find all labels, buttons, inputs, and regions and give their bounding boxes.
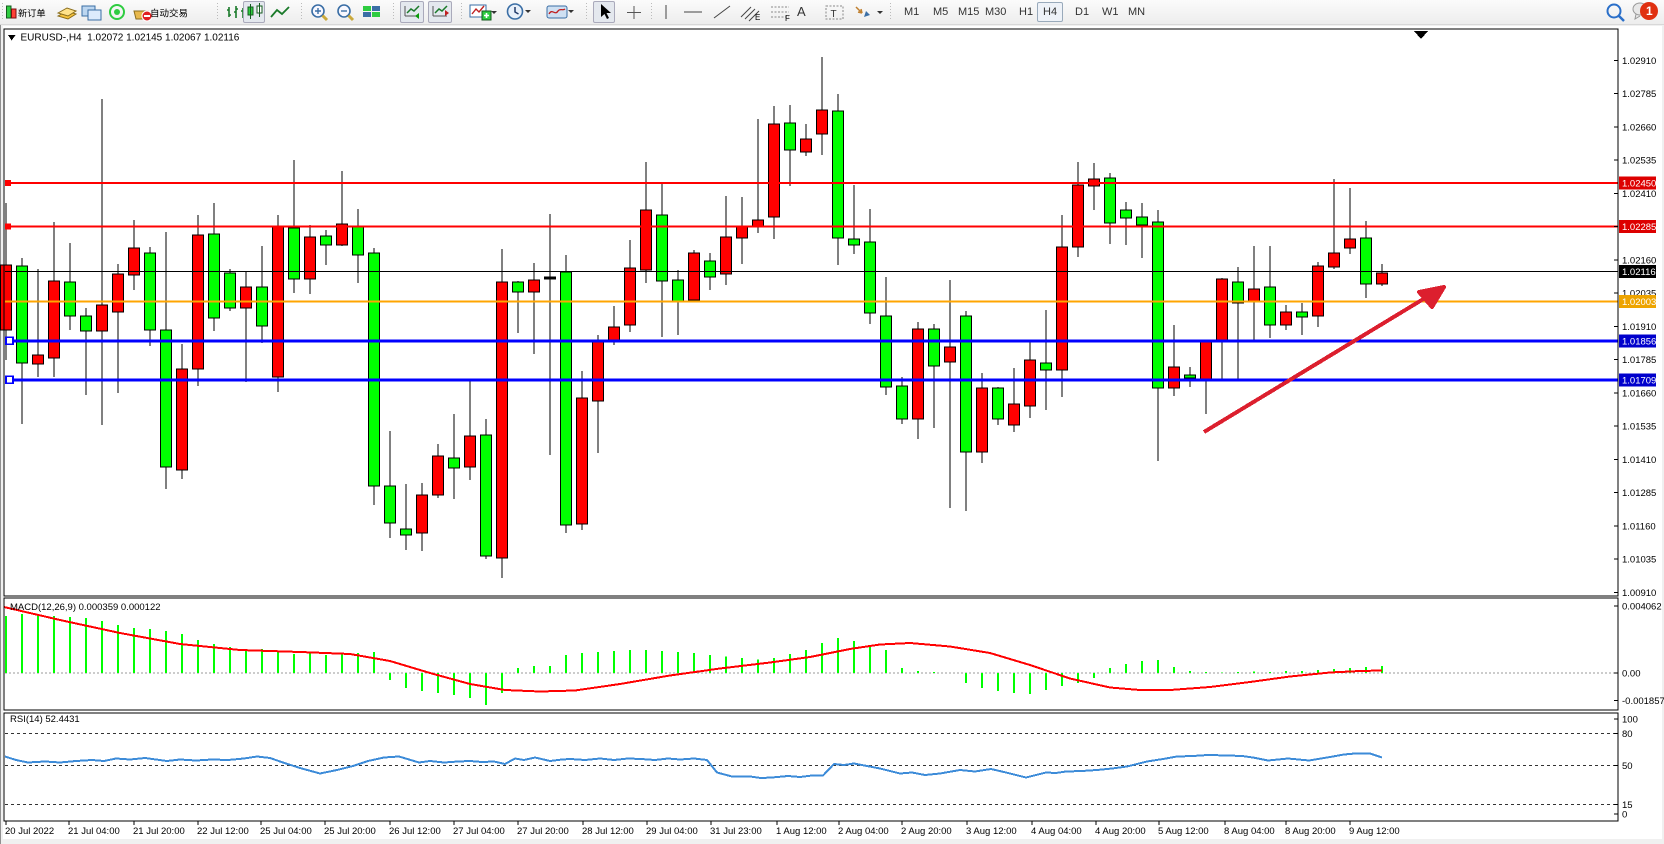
- svg-text:0.004062: 0.004062: [1622, 602, 1662, 613]
- svg-text:100: 100: [1622, 715, 1638, 726]
- svg-text:4 Aug 04:00: 4 Aug 04:00: [1031, 826, 1082, 837]
- svg-text:21 Jul 04:00: 21 Jul 04:00: [68, 826, 120, 837]
- svg-text:1.01856: 1.01856: [1622, 336, 1656, 347]
- svg-text:1: 1: [1646, 4, 1653, 18]
- svg-text:1.02910: 1.02910: [1622, 56, 1656, 67]
- svg-text:1.01709: 1.01709: [1622, 375, 1656, 386]
- svg-text:8 Aug 20:00: 8 Aug 20:00: [1285, 826, 1336, 837]
- svg-text:1.02160: 1.02160: [1622, 255, 1656, 266]
- svg-text:31 Jul 23:00: 31 Jul 23:00: [710, 826, 762, 837]
- svg-text:0: 0: [1622, 810, 1627, 821]
- svg-text:1 Aug 12:00: 1 Aug 12:00: [776, 826, 827, 837]
- svg-text:28 Jul 12:00: 28 Jul 12:00: [582, 826, 634, 837]
- svg-text:1.01660: 1.01660: [1622, 388, 1656, 399]
- svg-text:-0.001857: -0.001857: [1622, 696, 1664, 707]
- svg-text:1.01410: 1.01410: [1622, 455, 1656, 466]
- svg-text:1.02660: 1.02660: [1622, 122, 1656, 133]
- svg-text:E: E: [755, 13, 760, 22]
- svg-text:21 Jul 20:00: 21 Jul 20:00: [133, 826, 185, 837]
- svg-text:1.01285: 1.01285: [1622, 488, 1656, 499]
- svg-text:0.00: 0.00: [1622, 669, 1641, 680]
- svg-text:1.02535: 1.02535: [1622, 156, 1656, 167]
- svg-text:8 Aug 04:00: 8 Aug 04:00: [1224, 826, 1275, 837]
- svg-text:25 Jul 04:00: 25 Jul 04:00: [260, 826, 312, 837]
- svg-text:1.02003: 1.02003: [1622, 297, 1656, 308]
- svg-text:1.02785: 1.02785: [1622, 89, 1656, 100]
- svg-text:2 Aug 20:00: 2 Aug 20:00: [901, 826, 952, 837]
- svg-text:27 Jul 04:00: 27 Jul 04:00: [453, 826, 505, 837]
- svg-text:1.02410: 1.02410: [1622, 189, 1656, 200]
- svg-text:F: F: [785, 14, 790, 22]
- svg-text:29 Jul 04:00: 29 Jul 04:00: [646, 826, 698, 837]
- svg-text:MACD(12,26,9) 0.000359 0.00012: MACD(12,26,9) 0.000359 0.000122: [10, 602, 161, 613]
- svg-text:1.01910: 1.01910: [1622, 322, 1656, 333]
- svg-text:1.02116: 1.02116: [1622, 267, 1656, 278]
- svg-text:1.02450: 1.02450: [1622, 178, 1656, 189]
- svg-text:22 Jul 12:00: 22 Jul 12:00: [197, 826, 249, 837]
- svg-text:1.02035: 1.02035: [1622, 289, 1656, 300]
- svg-text:5 Aug 12:00: 5 Aug 12:00: [1158, 826, 1209, 837]
- svg-text:4 Aug 20:00: 4 Aug 20:00: [1095, 826, 1146, 837]
- svg-text:T: T: [831, 9, 837, 20]
- svg-text:3 Aug 12:00: 3 Aug 12:00: [966, 826, 1017, 837]
- svg-text:50: 50: [1622, 761, 1633, 772]
- svg-text:1.00910: 1.00910: [1622, 588, 1656, 599]
- svg-text:15: 15: [1622, 800, 1633, 811]
- svg-text:1.02285: 1.02285: [1622, 222, 1656, 233]
- svg-text:1.01035: 1.01035: [1622, 555, 1656, 566]
- svg-text:RSI(14) 52.4431: RSI(14) 52.4431: [10, 714, 80, 725]
- svg-text:EURUSD-,H4 1.02072 1.02145 1.: EURUSD-,H4 1.02072 1.02145 1.02067 1.021…: [21, 33, 240, 44]
- svg-text:20 Jul 2022: 20 Jul 2022: [5, 826, 54, 837]
- svg-text:26 Jul 12:00: 26 Jul 12:00: [389, 826, 441, 837]
- svg-text:80: 80: [1622, 729, 1633, 740]
- svg-text:25 Jul 20:00: 25 Jul 20:00: [324, 826, 376, 837]
- svg-text:1.01535: 1.01535: [1622, 422, 1656, 433]
- svg-text:1.01785: 1.01785: [1622, 355, 1656, 366]
- svg-text:2 Aug 04:00: 2 Aug 04:00: [838, 826, 889, 837]
- svg-text:27 Jul 20:00: 27 Jul 20:00: [517, 826, 569, 837]
- svg-text:1.01160: 1.01160: [1622, 521, 1656, 532]
- svg-text:9 Aug 12:00: 9 Aug 12:00: [1349, 826, 1400, 837]
